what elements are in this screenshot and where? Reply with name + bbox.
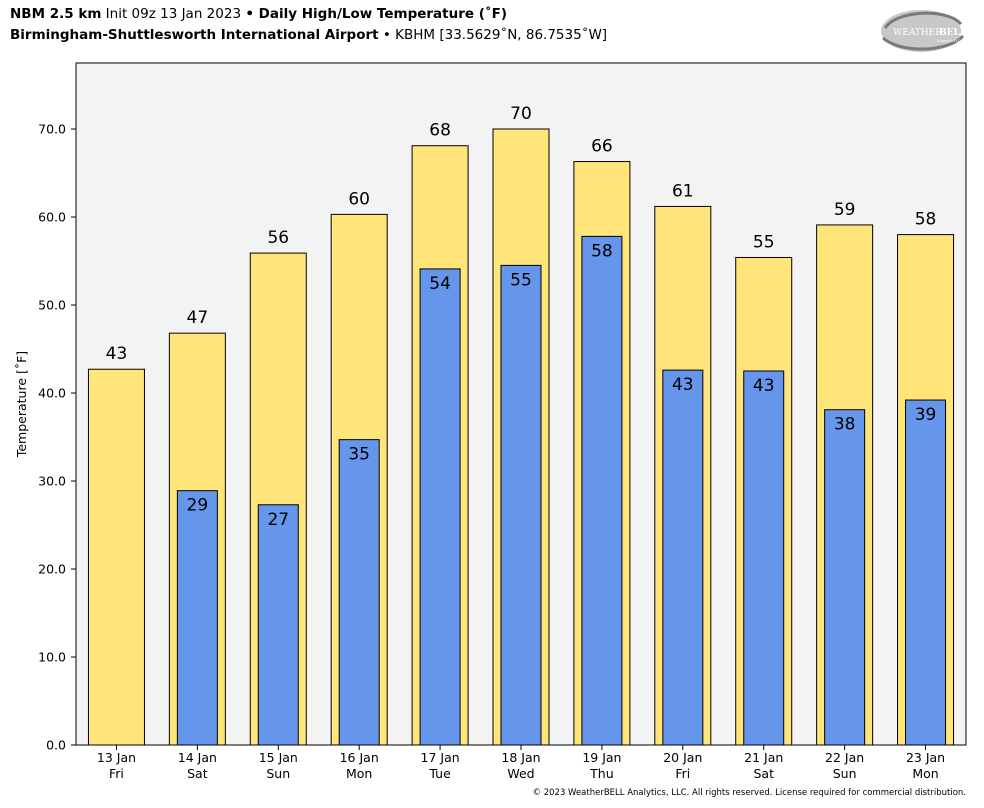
low-bar [824, 409, 866, 746]
low-bar [581, 235, 623, 746]
bar-value-labels: 43 47 29 56 27 60 35 68 54 70 55 66 58 61 43 55 43 59 38 58… [106, 104, 937, 530]
high-bar [87, 368, 145, 746]
high-value-label: 68 [429, 121, 451, 141]
y-axis: 0.0 10.0 20.0 30.0 40.0 50.0 60.0 70.0 [38, 122, 76, 753]
y-tick-label: 30.0 [38, 474, 66, 489]
logo-text-a: WEATHER [893, 28, 942, 38]
x-tick-day: Sun [833, 766, 857, 781]
high-value-label: 61 [672, 181, 694, 201]
low-value-label: 39 [915, 405, 937, 425]
low-bar [176, 490, 218, 746]
x-tick-day: Mon [346, 766, 372, 781]
low-bar [662, 369, 704, 746]
title-separator: • [245, 6, 254, 22]
x-tick-day: Sat [753, 766, 774, 781]
x-tick-date: 20 Jan [663, 750, 702, 765]
x-tick-date: 21 Jan [744, 750, 783, 765]
weatherbell-logo: WEATHER BELL Analytics LLC [881, 10, 967, 52]
low-value-label: 35 [348, 445, 370, 465]
model-name: NBM 2.5 km [10, 6, 102, 22]
logo-text-b: BELL [939, 28, 967, 38]
low-value-label: 55 [510, 270, 532, 290]
y-tick-label: 10.0 [38, 650, 66, 665]
y-tick-label: 70.0 [38, 122, 66, 137]
x-tick-date: 23 Jan [906, 750, 945, 765]
x-tick-date: 17 Jan [421, 750, 460, 765]
high-value-label: 70 [510, 104, 532, 124]
x-tick-date: 22 Jan [825, 750, 864, 765]
x-tick-day: Fri [675, 766, 690, 781]
x-tick-date: 19 Jan [582, 750, 621, 765]
low-value-label: 38 [834, 415, 856, 435]
low-bar [905, 399, 947, 746]
high-value-label: 47 [187, 308, 209, 328]
low-bar [338, 439, 380, 746]
chart-title-line2: Birmingham-Shuttlesworth International A… [10, 27, 607, 43]
plot-frame [75, 62, 967, 746]
y-tick-label: 0.0 [46, 738, 66, 753]
x-tick-day: Fri [109, 766, 124, 781]
low-temperature-bars [176, 235, 947, 746]
low-value-label: 58 [591, 241, 613, 261]
chart-title-line1: NBM 2.5 km Init 09z 13 Jan 2023 • Daily … [10, 6, 507, 22]
x-tick-date: 18 Jan [501, 750, 540, 765]
y-tick-label: 20.0 [38, 562, 66, 577]
high-value-label: 58 [915, 210, 937, 230]
y-tick-label: 40.0 [38, 386, 66, 401]
x-tick-day: Sat [187, 766, 208, 781]
x-tick-date: 14 Jan [178, 750, 217, 765]
x-tick-day: Wed [507, 766, 534, 781]
y-tick-label: 60.0 [38, 210, 66, 225]
copyright-footer: © 2023 WeatherBELL Analytics, LLC. All r… [532, 788, 966, 798]
high-value-label: 60 [348, 189, 370, 209]
x-tick-day: Tue [428, 766, 451, 781]
y-axis-label: Temperature [˚F] [14, 351, 29, 458]
logo-subtext: Analytics LLC [937, 39, 961, 43]
high-value-label: 56 [267, 228, 289, 248]
low-value-label: 43 [753, 376, 775, 396]
init-time: Init 09z 13 Jan 2023 [101, 6, 246, 22]
low-value-label: 27 [267, 510, 289, 530]
x-tick-date: 13 Jan [97, 750, 136, 765]
low-value-label: 43 [672, 375, 694, 395]
high-value-label: 55 [753, 232, 775, 252]
low-bar [500, 264, 542, 746]
x-tick-day: Mon [912, 766, 938, 781]
x-tick-date: 16 Jan [340, 750, 379, 765]
station-coords: KBHM [33.5629˚N, 86.7535˚W] [395, 27, 608, 43]
station-separator: • [378, 27, 396, 43]
x-tick-day: Thu [589, 766, 613, 781]
station-name: Birmingham-Shuttlesworth International A… [10, 27, 379, 43]
low-bar [743, 370, 785, 746]
low-value-label: 54 [429, 274, 451, 294]
product-name: Daily High/Low Temperature (˚F) [253, 6, 508, 22]
low-value-label: 29 [187, 496, 209, 516]
x-tick-day: Sun [266, 766, 290, 781]
low-bar [419, 268, 461, 746]
y-tick-label: 50.0 [38, 298, 66, 313]
high-value-label: 59 [834, 200, 856, 220]
high-value-label: 43 [106, 344, 128, 364]
high-value-label: 66 [591, 137, 613, 157]
x-tick-date: 15 Jan [259, 750, 298, 765]
low-bar [257, 504, 299, 746]
